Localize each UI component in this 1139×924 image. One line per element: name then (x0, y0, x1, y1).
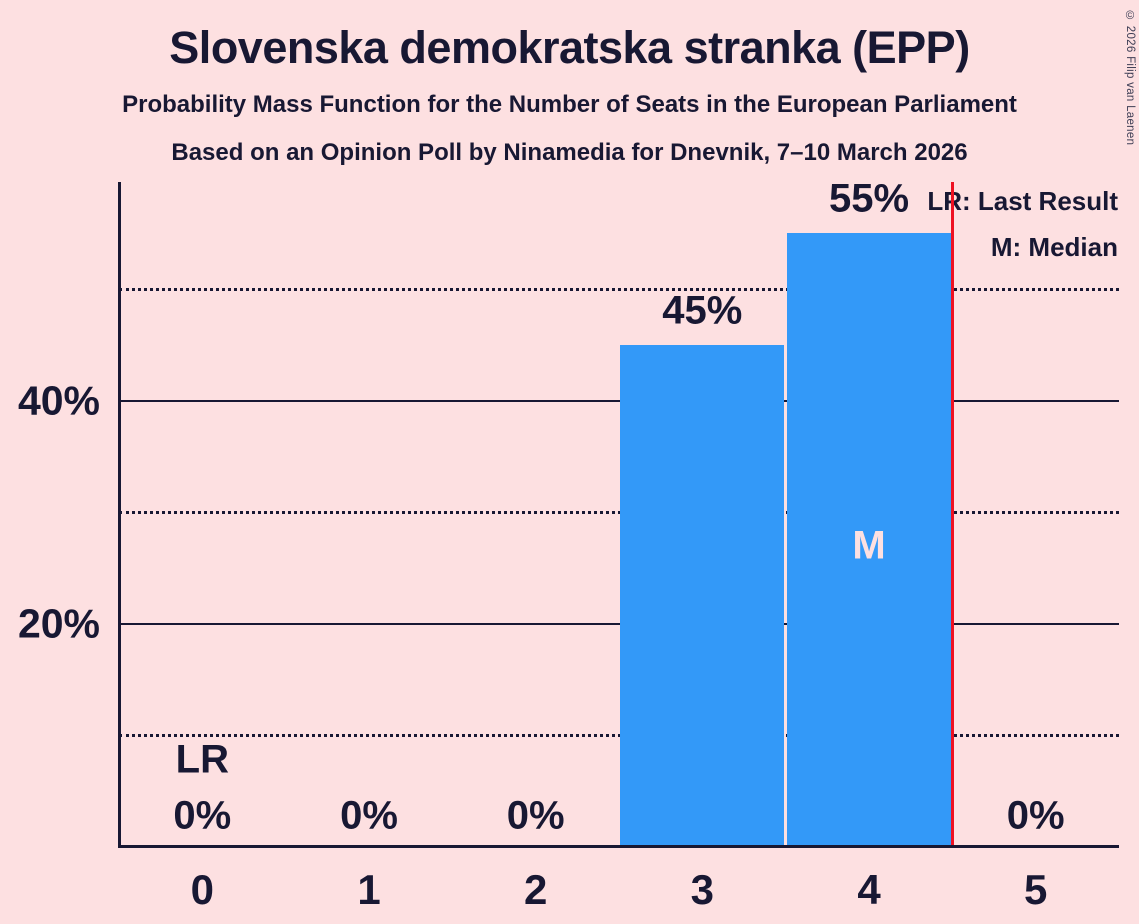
bar-value-label-2: 0% (506, 793, 565, 838)
y-axis-label-20: 20% (17, 600, 100, 647)
legend-last-result: LR: Last Result (927, 186, 1118, 216)
bar-value-label-5: 0% (1006, 793, 1065, 838)
gridline-dotted-10 (119, 734, 1119, 738)
chart-poll-subtitle: Based on an Opinion Poll by Ninamedia fo… (171, 139, 968, 166)
last-result-label: LR (175, 737, 229, 782)
x-tick-label-1: 1 (357, 866, 381, 913)
x-tick-label-2: 2 (523, 866, 548, 913)
bar-value-label-1: 0% (340, 793, 398, 838)
gridline-solid-20 (119, 622, 1119, 625)
legend-median: M: Median (990, 232, 1118, 262)
x-tick-label-4: 4 (857, 866, 881, 913)
bar-seat-3 (620, 344, 785, 847)
y-axis-line (118, 182, 121, 847)
last-result-line (950, 182, 954, 847)
chart-subtitle: Probability Mass Function for the Number… (122, 91, 1017, 118)
plot-area: LR: Last Result M: Median 0% 0% 0% 45% 55% 0%… (119, 177, 1119, 847)
bar-seat-4 (787, 233, 951, 847)
median-label: M (852, 523, 886, 568)
chart-title: Slovenska demokratska stranka (EPP) (169, 22, 970, 73)
x-tick-label-3: 3 (690, 866, 715, 913)
x-tick-label-5: 5 (1023, 866, 1048, 913)
x-tick-label-0: 0 (190, 866, 215, 913)
bar-value-label-0: 0% (173, 793, 232, 838)
gridline-dotted-30 (119, 511, 1119, 515)
bar-value-label-4: 55% (828, 176, 910, 221)
y-axis-label-40: 40% (17, 377, 100, 424)
bar-value-label-3: 45% (662, 288, 743, 333)
gridline-dotted-50 (119, 288, 1119, 292)
copyright-text: © 2026 Filip van Laenen (1124, 10, 1136, 146)
gridline-solid-40 (119, 399, 1119, 402)
x-axis-line (118, 845, 1119, 848)
